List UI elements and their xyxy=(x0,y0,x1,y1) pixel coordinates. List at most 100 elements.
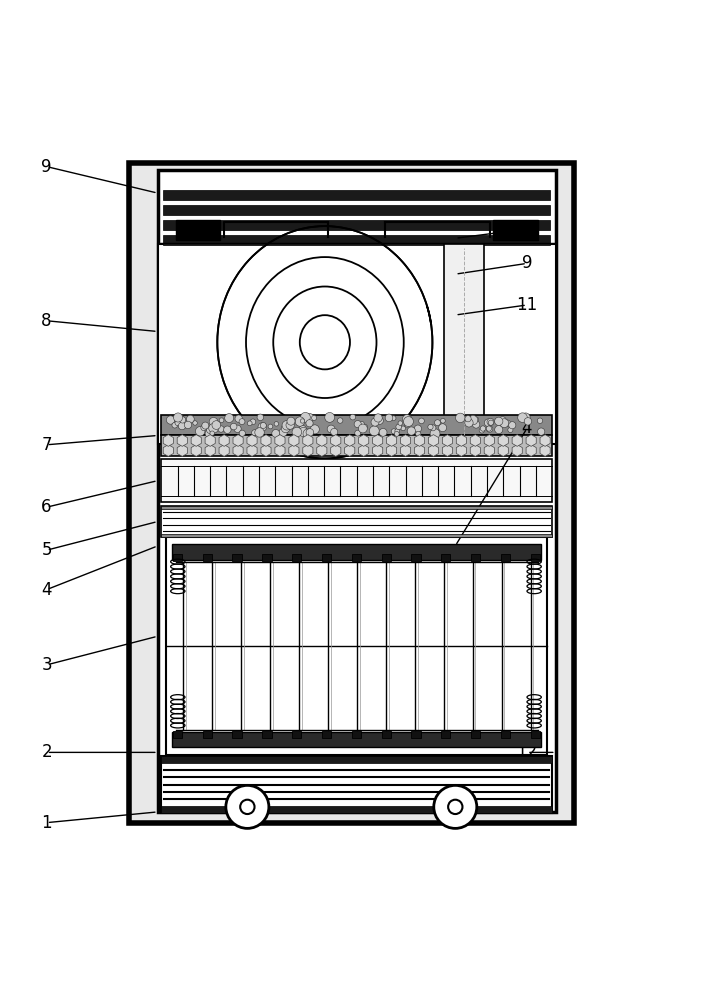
Circle shape xyxy=(474,417,478,421)
Bar xyxy=(172,544,541,560)
Circle shape xyxy=(209,423,219,433)
Circle shape xyxy=(395,429,399,433)
Circle shape xyxy=(179,417,186,423)
Bar xyxy=(292,731,301,738)
Bar xyxy=(161,806,552,813)
Circle shape xyxy=(518,413,527,422)
Bar xyxy=(471,731,480,738)
Bar xyxy=(176,220,220,240)
Circle shape xyxy=(201,425,206,431)
Circle shape xyxy=(414,425,422,432)
Circle shape xyxy=(193,421,197,425)
Circle shape xyxy=(479,428,485,433)
Bar xyxy=(161,534,552,537)
Circle shape xyxy=(521,413,530,422)
Bar xyxy=(322,731,331,738)
Bar xyxy=(173,731,182,738)
Circle shape xyxy=(487,418,494,425)
Circle shape xyxy=(448,800,462,814)
Circle shape xyxy=(292,427,302,437)
Circle shape xyxy=(394,431,399,436)
Circle shape xyxy=(465,419,473,427)
Circle shape xyxy=(210,431,214,436)
Bar xyxy=(161,756,552,813)
Circle shape xyxy=(495,426,503,434)
Circle shape xyxy=(354,421,361,428)
Bar xyxy=(351,554,361,561)
Circle shape xyxy=(196,427,205,436)
Circle shape xyxy=(468,415,478,425)
Circle shape xyxy=(498,417,506,425)
Bar xyxy=(500,554,510,561)
Text: 12: 12 xyxy=(516,743,538,761)
Circle shape xyxy=(218,426,224,432)
Circle shape xyxy=(295,417,305,426)
Circle shape xyxy=(299,425,306,433)
Circle shape xyxy=(439,424,447,432)
Circle shape xyxy=(172,422,178,428)
Circle shape xyxy=(455,413,465,423)
Bar xyxy=(161,506,552,537)
Circle shape xyxy=(306,429,313,436)
Circle shape xyxy=(180,420,188,428)
Circle shape xyxy=(480,426,485,431)
Circle shape xyxy=(500,419,509,428)
Bar xyxy=(203,731,212,738)
Text: 9: 9 xyxy=(522,254,532,272)
Circle shape xyxy=(538,428,545,435)
Circle shape xyxy=(371,418,379,426)
Circle shape xyxy=(179,415,184,421)
Circle shape xyxy=(473,421,480,428)
Bar xyxy=(161,756,552,763)
Circle shape xyxy=(250,419,256,425)
Circle shape xyxy=(287,417,295,425)
Circle shape xyxy=(206,427,213,433)
Circle shape xyxy=(504,420,511,426)
Circle shape xyxy=(495,417,503,425)
Circle shape xyxy=(488,420,493,425)
Bar xyxy=(163,220,550,230)
Circle shape xyxy=(179,422,186,430)
Bar xyxy=(412,731,421,738)
Circle shape xyxy=(305,413,314,422)
Circle shape xyxy=(465,416,471,422)
Circle shape xyxy=(282,421,292,430)
Circle shape xyxy=(184,421,191,429)
Circle shape xyxy=(398,421,403,425)
Circle shape xyxy=(268,424,273,429)
Circle shape xyxy=(239,419,245,425)
Circle shape xyxy=(260,422,266,428)
Circle shape xyxy=(485,419,492,427)
Text: 6: 6 xyxy=(42,498,52,516)
Circle shape xyxy=(470,416,475,422)
Circle shape xyxy=(355,430,361,436)
Circle shape xyxy=(272,430,280,437)
Circle shape xyxy=(175,420,180,426)
Bar xyxy=(531,731,540,738)
Bar xyxy=(531,554,540,561)
Circle shape xyxy=(358,424,364,430)
Circle shape xyxy=(224,414,234,423)
Circle shape xyxy=(300,419,305,423)
Bar xyxy=(441,731,450,738)
Text: 2: 2 xyxy=(42,743,52,761)
Circle shape xyxy=(212,421,221,429)
Bar xyxy=(203,554,212,561)
Circle shape xyxy=(404,422,409,427)
Circle shape xyxy=(434,785,477,828)
Circle shape xyxy=(508,422,516,429)
Bar xyxy=(322,554,331,561)
Circle shape xyxy=(369,426,379,436)
Circle shape xyxy=(224,426,231,433)
Circle shape xyxy=(311,415,317,420)
Circle shape xyxy=(300,412,310,422)
Text: 7: 7 xyxy=(42,436,52,454)
Circle shape xyxy=(299,427,308,437)
Circle shape xyxy=(331,428,338,436)
Circle shape xyxy=(247,421,252,426)
Circle shape xyxy=(279,428,288,436)
Circle shape xyxy=(226,785,269,828)
Text: 1: 1 xyxy=(42,814,52,832)
Circle shape xyxy=(230,423,237,430)
Circle shape xyxy=(174,413,183,422)
